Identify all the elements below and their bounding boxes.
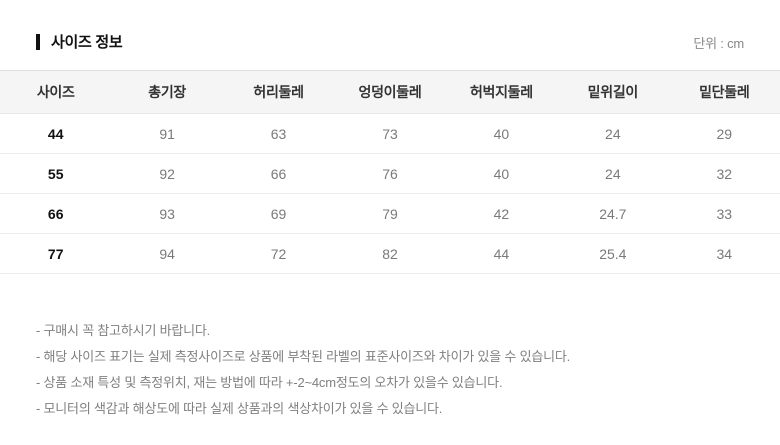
title-accent-bar bbox=[36, 33, 40, 50]
table-row: 77 94 72 82 44 25.4 34 bbox=[0, 233, 780, 274]
cell-size: 55 bbox=[0, 153, 112, 194]
cell-size: 44 bbox=[0, 113, 112, 154]
cell-hem: 32 bbox=[668, 153, 780, 194]
cell-hip: 79 bbox=[334, 193, 446, 234]
col-header-total-length: 총기장 bbox=[111, 70, 223, 114]
cell-rise: 24.7 bbox=[557, 193, 669, 234]
note-line: - 상품 소재 특성 및 측정위치, 재는 방법에 따라 +-2~4cm정도의 … bbox=[36, 375, 503, 390]
note-line: - 해당 사이즈 표기는 실제 측정사이즈로 상품에 부착된 라벨의 표준사이즈… bbox=[36, 349, 571, 364]
size-table-head: 사이즈 총기장 허리둘레 엉덩이둘레 허벅지둘레 밑위길이 밑단둘레 bbox=[0, 70, 780, 114]
cell-total-length: 91 bbox=[111, 113, 223, 154]
size-table-body: 44 91 63 73 40 24 29 55 92 66 76 40 24 3… bbox=[0, 113, 780, 274]
table-row: 66 93 69 79 42 24.7 33 bbox=[0, 193, 780, 234]
cell-rise: 24 bbox=[557, 113, 669, 154]
section-title-wrap: 사이즈 정보 bbox=[36, 31, 123, 52]
cell-rise: 24 bbox=[557, 153, 669, 194]
cell-thigh: 40 bbox=[445, 113, 558, 154]
cell-waist: 69 bbox=[222, 193, 335, 234]
col-header-waist: 허리둘레 bbox=[222, 70, 335, 114]
cell-waist: 66 bbox=[222, 153, 335, 194]
cell-thigh: 44 bbox=[445, 233, 558, 274]
col-header-size: 사이즈 bbox=[0, 70, 112, 114]
cell-rise: 25.4 bbox=[557, 233, 669, 274]
col-header-hip: 엉덩이둘레 bbox=[334, 70, 446, 114]
cell-size: 66 bbox=[0, 193, 112, 234]
cell-size: 77 bbox=[0, 233, 112, 274]
col-header-thigh: 허벅지둘레 bbox=[445, 70, 558, 114]
cell-total-length: 94 bbox=[111, 233, 223, 274]
cell-thigh: 40 bbox=[445, 153, 558, 194]
disclaimer-notes: - 구매시 꼭 참고하시기 바랍니다. - 해당 사이즈 표기는 실제 측정사이… bbox=[0, 318, 780, 422]
cell-waist: 72 bbox=[222, 233, 335, 274]
cell-thigh: 42 bbox=[445, 193, 558, 234]
col-header-rise: 밑위길이 bbox=[557, 70, 669, 114]
cell-waist: 63 bbox=[222, 113, 335, 154]
header-row: 사이즈 총기장 허리둘레 엉덩이둘레 허벅지둘레 밑위길이 밑단둘레 bbox=[0, 70, 780, 114]
table-row: 55 92 66 76 40 24 32 bbox=[0, 153, 780, 194]
note-line: - 구매시 꼭 참고하시기 바랍니다. bbox=[36, 323, 211, 338]
cell-hip: 73 bbox=[334, 113, 446, 154]
cell-total-length: 92 bbox=[111, 153, 223, 194]
section-title: 사이즈 정보 bbox=[51, 34, 123, 51]
col-header-hem: 밑단둘레 bbox=[668, 70, 780, 114]
note-line: - 모니터의 색감과 해상도에 따라 실제 상품과의 색상차이가 있을 수 있습… bbox=[36, 401, 443, 416]
cell-hip: 76 bbox=[334, 153, 446, 194]
section-header: 사이즈 정보 단위 : cm bbox=[0, 0, 780, 52]
cell-hem: 33 bbox=[668, 193, 780, 234]
cell-hem: 29 bbox=[668, 113, 780, 154]
cell-hem: 34 bbox=[668, 233, 780, 274]
cell-hip: 82 bbox=[334, 233, 446, 274]
table-row: 44 91 63 73 40 24 29 bbox=[0, 113, 780, 154]
size-table: 사이즈 총기장 허리둘레 엉덩이둘레 허벅지둘레 밑위길이 밑단둘레 44 91… bbox=[0, 70, 780, 274]
unit-label: 단위 : cm bbox=[693, 36, 744, 51]
cell-total-length: 93 bbox=[111, 193, 223, 234]
